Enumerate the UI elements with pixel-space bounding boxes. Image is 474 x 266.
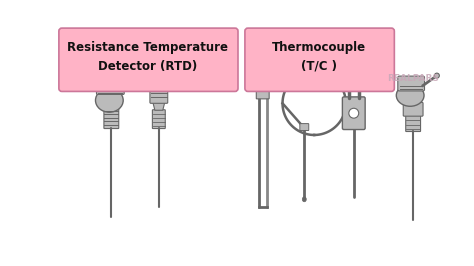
Circle shape bbox=[349, 108, 359, 118]
Text: REALPARS: REALPARS bbox=[387, 74, 439, 83]
FancyBboxPatch shape bbox=[153, 110, 165, 128]
Ellipse shape bbox=[95, 89, 123, 112]
FancyBboxPatch shape bbox=[403, 102, 423, 116]
FancyBboxPatch shape bbox=[398, 76, 425, 91]
Text: Thermocouple
(T/C ): Thermocouple (T/C ) bbox=[272, 41, 366, 73]
FancyBboxPatch shape bbox=[104, 107, 119, 128]
FancyBboxPatch shape bbox=[256, 90, 269, 99]
Ellipse shape bbox=[302, 197, 306, 202]
FancyBboxPatch shape bbox=[406, 115, 420, 131]
Ellipse shape bbox=[434, 73, 439, 78]
Ellipse shape bbox=[130, 74, 136, 80]
Text: Resistance Temperature
Detector (RTD): Resistance Temperature Detector (RTD) bbox=[67, 41, 228, 73]
FancyBboxPatch shape bbox=[342, 97, 365, 130]
FancyBboxPatch shape bbox=[300, 124, 309, 131]
FancyBboxPatch shape bbox=[245, 28, 394, 92]
FancyBboxPatch shape bbox=[59, 28, 238, 92]
Ellipse shape bbox=[396, 85, 424, 106]
Ellipse shape bbox=[152, 82, 166, 90]
FancyBboxPatch shape bbox=[97, 78, 124, 94]
Ellipse shape bbox=[154, 76, 164, 85]
FancyBboxPatch shape bbox=[150, 88, 168, 103]
Polygon shape bbox=[153, 102, 165, 110]
